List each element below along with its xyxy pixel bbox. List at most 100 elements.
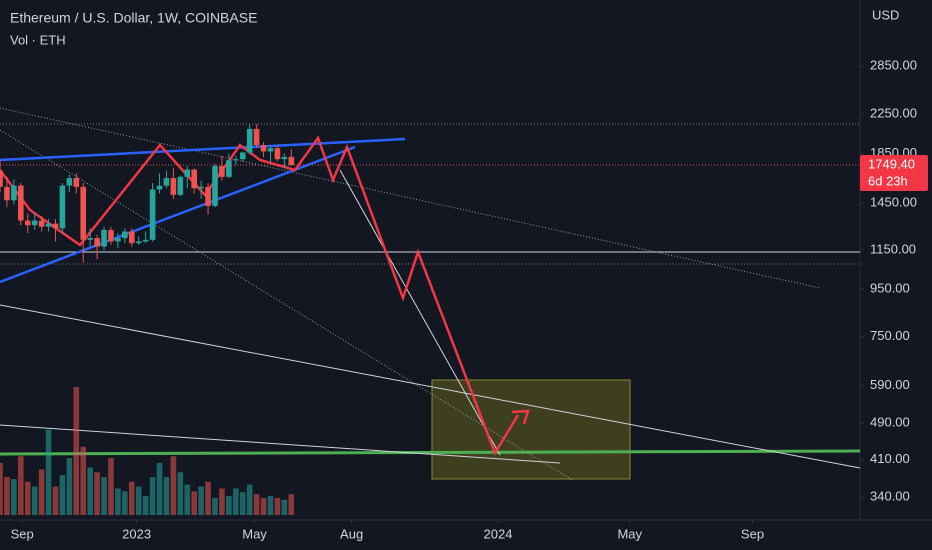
volume-bar [191,491,197,515]
volume-bar [198,486,204,515]
candle-body [260,145,267,152]
volume-bar [73,387,80,515]
trend-line [339,169,501,456]
candle-body [267,148,274,152]
x-tick-label: 2024 [484,526,513,541]
x-tick-label: Sep [741,526,764,541]
candle-body [94,238,100,247]
candle-body [149,189,156,240]
candle-body [108,229,114,242]
volume-bar [149,477,156,515]
candle-body [191,169,197,189]
volume-bar [246,484,253,515]
candle-body [18,185,24,221]
candle-body [31,220,38,226]
candle-body [38,220,45,227]
volume-bar [226,496,232,515]
x-tick-label: Sep [11,526,34,541]
candle-body [0,170,3,187]
trend-line [0,107,821,289]
x-tick-label: May [617,526,642,541]
marks [0,124,295,515]
candle-body [253,128,260,146]
last-price-label: 1749.40 [868,156,915,171]
trend-line [0,304,861,469]
candle-body [45,223,52,227]
candle-body [80,186,87,240]
volume-bar [260,497,267,515]
currency: USD [872,7,899,22]
volume-bar [274,497,281,515]
volume-bar [59,475,66,515]
candle-body [4,186,10,201]
candle-body [59,185,66,229]
volume-bar [267,496,274,515]
candle-body [52,223,59,229]
volume-bar [288,494,295,515]
volume-bar [156,462,163,515]
y-tick-label: 410.00 [870,451,910,466]
y-tick-label: 590.00 [870,377,910,392]
volume-bar [239,492,246,515]
volume-bar [281,499,288,515]
candle-body [239,152,246,160]
volume-bar [4,477,10,515]
candle-body [184,169,191,177]
candle-body [170,178,177,195]
candle-body [115,238,121,242]
volume-bar [0,462,3,515]
arrow-head [511,409,530,425]
volume-bar [87,467,93,515]
y-tick-label: 950.00 [870,280,910,295]
volume-bar [184,484,191,515]
y-tick-label: 750.00 [870,328,910,343]
candle-body [212,166,218,206]
candle-body [101,229,107,247]
volume-bar [122,491,128,515]
volume-bar [177,472,184,515]
volume-bar [205,481,211,515]
volume-bar [253,494,260,515]
candle-body [135,241,142,244]
green-line [0,449,861,456]
volume-bar [142,496,149,515]
candle-body [24,220,31,226]
volume-bar [101,477,107,515]
candle-body [66,178,73,186]
x-tick-label: Aug [340,526,363,541]
y-tick-label: 1150.00 [870,242,916,257]
x-tick-label: May [242,526,267,541]
projection-path [0,135,520,456]
candle-body [87,238,93,240]
volume-bar [163,477,170,515]
target-box [431,379,631,480]
countdown: 6d 23h [868,173,908,188]
candle-body [274,148,281,160]
x-tick-label: 2023 [122,526,151,541]
volume-bar [18,456,24,515]
volume-bar [45,429,52,515]
candle-body [128,231,135,244]
candle-body [226,160,232,177]
candle-body [288,156,295,165]
candle-body [281,156,288,160]
volume-bar [135,486,142,515]
candle-body [163,178,170,186]
y-tick-label: 1450.00 [870,194,917,209]
volume-bar [52,486,59,515]
volume-bar [24,481,31,515]
volume-bar [31,486,38,515]
y-tick-label: 340.00 [870,489,910,504]
volume-bar [66,458,73,515]
candle-body [73,178,80,187]
candle-body [205,186,211,206]
candle-body [142,239,149,242]
candle-body [219,166,225,177]
channel-line [0,137,406,162]
candle-body [11,185,17,201]
volume-bar [115,488,121,515]
volume-bar [219,488,225,515]
trend-line [0,129,573,481]
candle-body [198,186,204,189]
